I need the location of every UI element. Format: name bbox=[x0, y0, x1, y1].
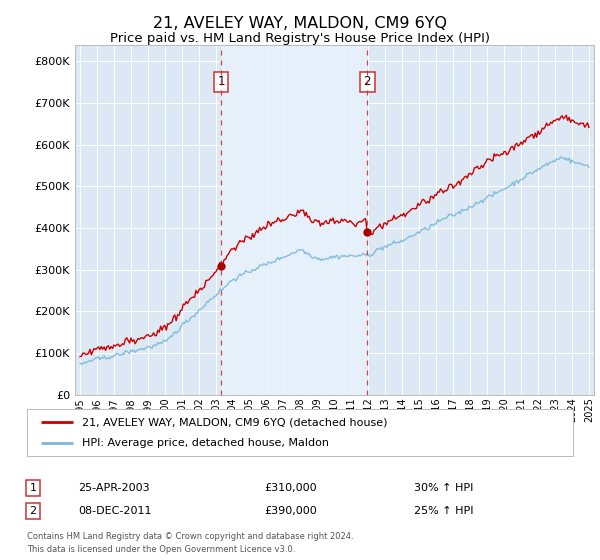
Text: £390,000: £390,000 bbox=[264, 506, 317, 516]
Text: 1: 1 bbox=[217, 75, 225, 88]
Bar bbox=[221, 45, 367, 395]
Text: Price paid vs. HM Land Registry's House Price Index (HPI): Price paid vs. HM Land Registry's House … bbox=[110, 31, 490, 45]
Text: HPI: Average price, detached house, Maldon: HPI: Average price, detached house, Mald… bbox=[82, 438, 329, 448]
Text: £310,000: £310,000 bbox=[264, 483, 317, 493]
Text: 30% ↑ HPI: 30% ↑ HPI bbox=[414, 483, 473, 493]
Text: 25% ↑ HPI: 25% ↑ HPI bbox=[414, 506, 473, 516]
Text: 08-DEC-2011: 08-DEC-2011 bbox=[78, 506, 151, 516]
Text: 21, AVELEY WAY, MALDON, CM9 6YQ: 21, AVELEY WAY, MALDON, CM9 6YQ bbox=[153, 16, 447, 31]
Text: 2: 2 bbox=[364, 75, 371, 88]
Text: 21, AVELEY WAY, MALDON, CM9 6YQ (detached house): 21, AVELEY WAY, MALDON, CM9 6YQ (detache… bbox=[82, 417, 387, 427]
Text: 2: 2 bbox=[29, 506, 37, 516]
Text: 25-APR-2003: 25-APR-2003 bbox=[78, 483, 149, 493]
Text: 1: 1 bbox=[29, 483, 37, 493]
Text: Contains HM Land Registry data © Crown copyright and database right 2024.
This d: Contains HM Land Registry data © Crown c… bbox=[27, 533, 353, 554]
